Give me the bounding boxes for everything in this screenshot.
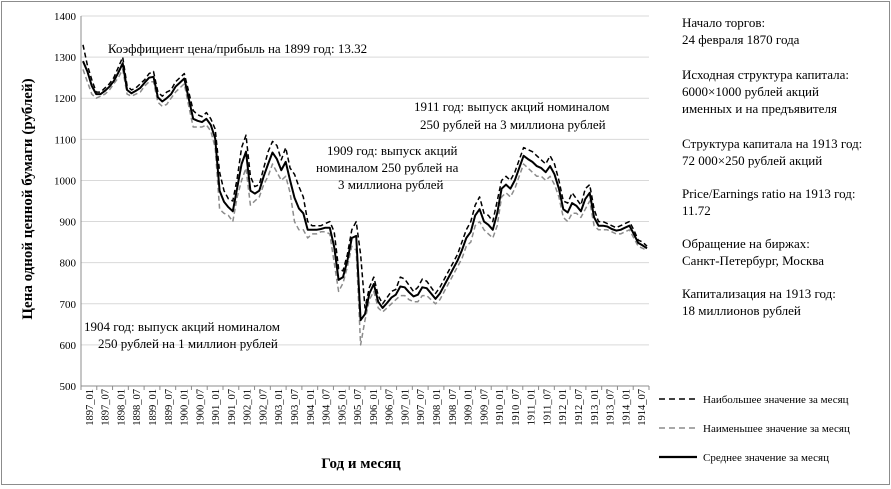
legend-label-min: Наименьшее значение за месяц <box>703 423 850 435</box>
x-tick-label: 1901_07 <box>227 389 238 426</box>
x-tick-label: 1910_07 <box>511 389 522 426</box>
info-capitalization: Капитализация на 1913 год: 18 миллионов … <box>682 286 836 318</box>
x-axis-label: Год и месяц <box>321 456 401 472</box>
x-tick-label: 1909_01 <box>464 389 475 426</box>
annotation-1904-line1: 1904 год: выпуск акций номиналом <box>84 319 280 334</box>
x-tick-label: 1900_07 <box>195 389 206 426</box>
annotation-1904-line2: 250 рублей на 1 миллион рублей <box>98 336 278 351</box>
x-tick-label: 1909_07 <box>479 389 490 426</box>
annotation-1911-line2: 250 рублей на 3 миллиона рублей <box>420 117 606 132</box>
x-tick-label: 1911_07 <box>542 389 553 425</box>
info-exchanges: Обращение на биржах: Санкт-Петербург, Мо… <box>682 236 825 268</box>
y-tick-label: 1300 <box>54 52 77 64</box>
legend-label-avg: Среднее значение за месяц <box>703 452 829 464</box>
y-tick-labels: 500 600 700 800 900 1000 1100 1200 1300 1400 <box>54 11 77 393</box>
x-tick-label: 1902_07 <box>258 389 269 426</box>
x-tick-label: 1899_07 <box>164 389 175 426</box>
x-tick-label: 1906_01 <box>369 389 380 426</box>
y-axis-label: Цена одной ценной бумаги (рублей) <box>20 78 36 319</box>
info-initial-capital: Исходная структура капитала: 6000×1000 р… <box>682 67 850 116</box>
x-tick-label: 1912_07 <box>574 389 585 426</box>
y-tick-label: 1400 <box>54 11 77 23</box>
x-tick-labels: 1897_01 1897_07 1898_01 1898_07 1899_01 1899_… <box>85 389 648 426</box>
x-tick-label: 1907_01 <box>400 389 411 426</box>
x-tick-label: 1905_07 <box>353 389 364 426</box>
y-tick-label: 1100 <box>54 134 76 146</box>
x-tick-label: 1906_07 <box>385 389 396 426</box>
x-tick-label: 1908_07 <box>448 389 459 426</box>
y-tick-label: 700 <box>60 299 77 311</box>
info-pe-1913: Price/Earnings ratio на 1913 год: 11.72 <box>682 186 856 218</box>
series-lines <box>82 44 648 346</box>
x-tick-label: 1907_07 <box>416 389 427 426</box>
x-tick-label: 1897_07 <box>101 389 112 426</box>
series-line-avg <box>82 60 648 322</box>
annotation-1911-line1: 1911 год: выпуск акций номиналом <box>414 99 609 114</box>
grid-lines <box>81 15 649 346</box>
annotation-1909-line2: номиналом 250 рублей на <box>316 160 459 175</box>
series-line-max <box>82 44 648 309</box>
x-tick-label: 1897_01 <box>85 389 96 426</box>
x-tick-label: 1910_01 <box>495 389 506 426</box>
x-tick-label: 1912_01 <box>558 389 569 426</box>
y-tick-label: 1200 <box>54 93 77 105</box>
x-tick-label: 1898_07 <box>132 389 143 426</box>
series-line-min <box>82 68 648 346</box>
annotations: Коэффициент цена/прибыль на 1899 год: 13… <box>84 41 609 351</box>
x-tick-label: 1903_07 <box>290 389 301 426</box>
x-tick-label: 1914_07 <box>637 389 648 426</box>
axes <box>80 16 650 390</box>
x-tick-label: 1902_01 <box>243 389 254 426</box>
y-tick-label: 900 <box>60 217 77 229</box>
info-capital-1913: Структура капитала на 1913 год: 72 000×2… <box>682 136 863 168</box>
x-tick-label: 1911_01 <box>527 389 538 425</box>
x-tick-label: 1905_01 <box>337 389 348 426</box>
x-tick-label: 1914_01 <box>621 389 632 426</box>
info-trading-start: Начало торгов: 24 февраля 1870 года <box>682 15 800 47</box>
x-tick-label: 1903_01 <box>274 389 285 426</box>
annotation-pe-1899: Коэффициент цена/прибыль на 1899 год: 13… <box>108 41 367 56</box>
x-tick-label: 1899_01 <box>148 389 159 426</box>
y-tick-label: 800 <box>60 258 77 270</box>
x-tick-label: 1913_01 <box>590 389 601 426</box>
annotation-1909-line1: 1909 год: выпуск акций <box>327 143 458 158</box>
annotation-1909-line3: 3 миллиона рублей <box>338 177 444 192</box>
legend-label-max: Наибольшее значение за месяц <box>703 394 849 406</box>
x-tick-label: 1904_01 <box>306 389 317 426</box>
x-tick-label: 1908_01 <box>432 389 443 426</box>
x-tick-label: 1900_01 <box>180 389 191 426</box>
x-tick-label: 1898_01 <box>116 389 127 426</box>
x-tick-label: 1901_01 <box>211 389 222 426</box>
y-tick-label: 500 <box>60 381 77 393</box>
legend: Наибольшее значение за месяц Наименьшее … <box>659 394 850 464</box>
x-tick-label: 1913_07 <box>606 389 617 426</box>
x-tick-label: 1904_07 <box>322 389 333 426</box>
y-tick-label: 1000 <box>54 175 77 187</box>
y-tick-label: 600 <box>60 340 77 352</box>
